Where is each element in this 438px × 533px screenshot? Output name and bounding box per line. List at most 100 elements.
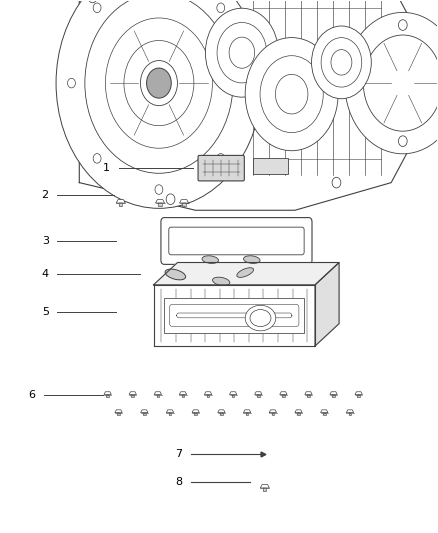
Text: 7: 7 (175, 449, 182, 458)
Bar (156, 394, 159, 397)
Ellipse shape (165, 269, 186, 280)
Circle shape (106, 18, 212, 148)
Polygon shape (260, 484, 269, 488)
Circle shape (345, 12, 438, 154)
Polygon shape (79, 0, 411, 210)
Polygon shape (141, 410, 148, 413)
Bar (257, 394, 260, 397)
Circle shape (229, 37, 254, 68)
Text: 2: 2 (42, 190, 49, 200)
Bar (194, 413, 197, 415)
Ellipse shape (202, 256, 219, 263)
Polygon shape (218, 410, 225, 413)
Polygon shape (153, 263, 339, 285)
Circle shape (67, 78, 75, 88)
Polygon shape (116, 200, 125, 203)
Polygon shape (254, 392, 262, 394)
FancyBboxPatch shape (198, 156, 244, 181)
Circle shape (141, 61, 177, 106)
Bar (232, 394, 234, 397)
Circle shape (311, 26, 371, 99)
Circle shape (147, 68, 171, 98)
Bar (332, 394, 335, 397)
Polygon shape (321, 410, 328, 413)
Bar (357, 394, 360, 397)
Bar (207, 394, 209, 397)
Bar (183, 203, 186, 206)
Bar (143, 413, 145, 415)
Circle shape (321, 38, 362, 87)
Polygon shape (180, 200, 189, 203)
Circle shape (399, 136, 407, 147)
Circle shape (331, 50, 352, 75)
FancyBboxPatch shape (161, 217, 312, 264)
Polygon shape (355, 392, 362, 394)
Ellipse shape (212, 277, 230, 286)
Circle shape (217, 154, 225, 163)
Polygon shape (269, 410, 276, 413)
Bar (182, 394, 184, 397)
Text: 6: 6 (28, 390, 35, 400)
Circle shape (245, 38, 338, 151)
Polygon shape (205, 392, 212, 394)
Ellipse shape (244, 256, 260, 263)
Text: 1: 1 (103, 163, 110, 173)
Bar (349, 413, 351, 415)
Bar (307, 394, 310, 397)
FancyBboxPatch shape (169, 227, 304, 255)
Circle shape (364, 35, 438, 131)
Circle shape (93, 154, 101, 163)
Circle shape (260, 55, 323, 133)
Polygon shape (154, 392, 162, 394)
Polygon shape (179, 392, 187, 394)
Polygon shape (129, 392, 137, 394)
Circle shape (217, 22, 267, 83)
Polygon shape (330, 392, 337, 394)
Bar (272, 413, 274, 415)
Circle shape (124, 41, 194, 126)
Bar (159, 203, 162, 206)
Bar (253, 158, 288, 174)
Text: 8: 8 (175, 477, 182, 487)
Polygon shape (155, 200, 165, 203)
Bar (297, 413, 300, 415)
Circle shape (88, 0, 97, 3)
Polygon shape (305, 392, 312, 394)
Circle shape (85, 0, 233, 173)
Polygon shape (295, 410, 302, 413)
Ellipse shape (250, 310, 271, 327)
Ellipse shape (245, 305, 276, 331)
Polygon shape (346, 410, 353, 413)
Text: 3: 3 (42, 236, 49, 246)
Polygon shape (104, 392, 111, 394)
Polygon shape (280, 392, 287, 394)
Circle shape (56, 0, 262, 208)
Ellipse shape (237, 268, 254, 277)
Bar (323, 413, 325, 415)
Polygon shape (166, 410, 174, 413)
Polygon shape (244, 410, 251, 413)
Text: 4: 4 (42, 270, 49, 279)
Polygon shape (230, 392, 237, 394)
Bar (164, 298, 304, 333)
Bar (131, 394, 134, 397)
Bar (246, 413, 248, 415)
Circle shape (332, 177, 341, 188)
Bar (119, 203, 122, 206)
Bar (282, 394, 285, 397)
Polygon shape (315, 263, 339, 346)
Circle shape (399, 20, 407, 30)
Circle shape (242, 78, 250, 88)
Circle shape (166, 194, 175, 205)
Circle shape (217, 3, 225, 13)
Bar (106, 394, 109, 397)
Polygon shape (153, 285, 315, 346)
Polygon shape (115, 410, 122, 413)
Circle shape (155, 185, 163, 195)
Circle shape (205, 8, 279, 97)
Bar (117, 413, 120, 415)
Bar (220, 413, 223, 415)
Bar (263, 488, 266, 491)
Bar (169, 413, 171, 415)
Text: 5: 5 (42, 306, 49, 317)
